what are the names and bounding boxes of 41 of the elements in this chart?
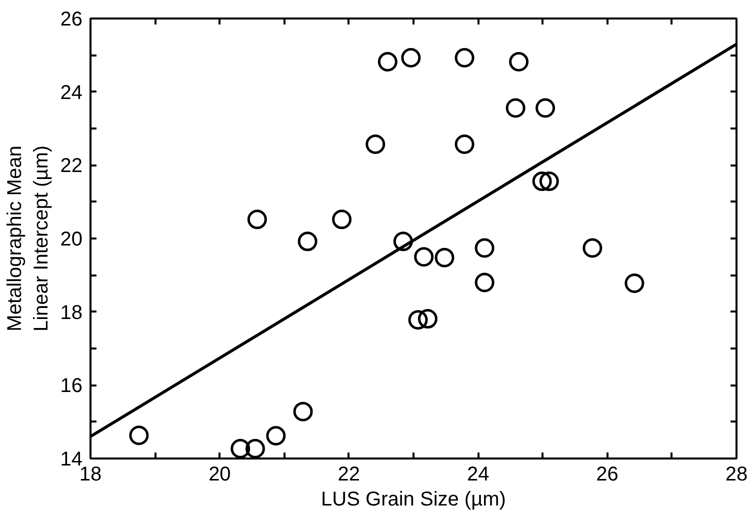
y-tick-label: 20 xyxy=(60,228,83,250)
x-tick-label: 18 xyxy=(79,464,102,486)
point xyxy=(408,310,428,330)
point xyxy=(414,247,434,267)
x-tick-label: 22 xyxy=(338,464,360,486)
point xyxy=(454,134,474,154)
point xyxy=(539,172,559,192)
x-tick-label: 26 xyxy=(596,464,618,486)
y-tick-label: 18 xyxy=(60,302,83,324)
x-tick-label: 28 xyxy=(725,464,748,486)
point xyxy=(245,438,265,458)
y-tick-label: 26 xyxy=(60,8,83,30)
point xyxy=(434,248,454,268)
point xyxy=(378,52,398,72)
point xyxy=(582,238,602,258)
point xyxy=(474,238,494,258)
point xyxy=(401,48,421,68)
y-tick-label: 24 xyxy=(60,82,83,104)
x-tick-label: 20 xyxy=(208,464,231,486)
point xyxy=(298,232,318,252)
point xyxy=(266,426,286,446)
point xyxy=(247,210,267,230)
point xyxy=(624,274,644,293)
point xyxy=(536,98,556,118)
point xyxy=(332,210,352,230)
y-tick-label: 16 xyxy=(60,375,83,398)
point xyxy=(509,52,529,72)
point xyxy=(418,309,438,329)
point xyxy=(454,48,474,68)
y-axis-title: Metallographic Mean Linear Intercept (µm) xyxy=(4,145,52,332)
point xyxy=(506,98,526,118)
point xyxy=(129,426,149,446)
point xyxy=(393,232,413,252)
point xyxy=(293,402,313,422)
point xyxy=(474,272,494,292)
y-tick-label: 22 xyxy=(60,155,83,178)
point xyxy=(532,172,552,192)
point xyxy=(230,438,250,458)
point xyxy=(366,134,386,154)
x-tick-label: 24 xyxy=(466,464,490,486)
x-axis-title: LUS Grain Size (µm) xyxy=(321,488,506,510)
